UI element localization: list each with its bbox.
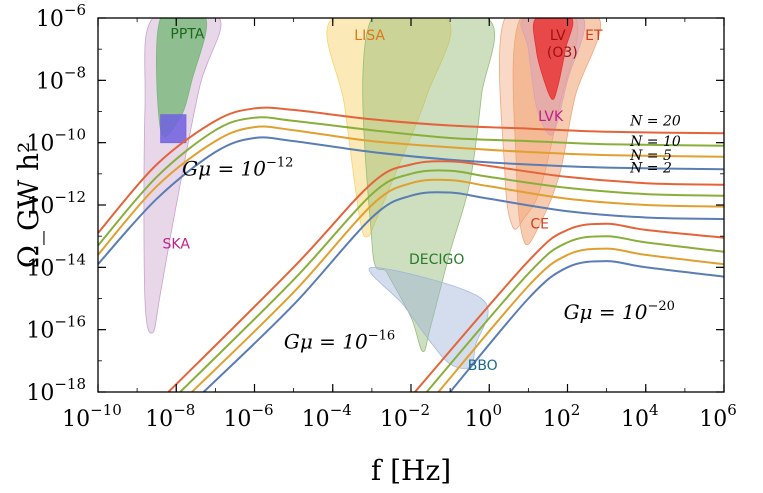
- n-label-n2: N = 2: [629, 160, 672, 176]
- y-axis-label: Ω_GW h²: [12, 142, 45, 269]
- x-tick-label-7: 104: [621, 401, 659, 432]
- y-tick-label-3: 10−12: [26, 188, 86, 219]
- gmu-label-2: Gμ = 10−20: [564, 299, 675, 324]
- gmu-label-0: Gμ = 10−12: [182, 155, 293, 180]
- y-tick-label-0: 10−6: [36, 1, 86, 32]
- region-sublabel-lv-o3: (O3): [547, 45, 578, 61]
- curve-g0-n5: [98, 125, 724, 256]
- region-label-ska: SKA: [163, 237, 191, 253]
- region-label-ppta: PPTA: [170, 26, 204, 42]
- curve-g1-n20: [167, 160, 724, 392]
- region-label-decigo: DECIGO: [409, 252, 464, 268]
- y-tick-label-2: 10−10: [26, 126, 86, 157]
- gmu-label-1: Gμ = 10−16: [284, 328, 395, 353]
- region-ppta: [156, 18, 208, 137]
- region-label-ce: CE: [530, 216, 549, 232]
- y-tick-label-1: 10−8: [36, 63, 86, 94]
- x-tick-label-5: 100: [464, 401, 502, 432]
- n-label-n10: N = 10: [629, 134, 681, 150]
- curve-g1-n5: [191, 178, 724, 392]
- n-label-n20: N = 20: [629, 114, 681, 130]
- x-tick-label-3: 10−4: [302, 401, 352, 432]
- curve-g2-n20: [414, 222, 724, 392]
- curve-g2-n10: [425, 235, 724, 392]
- region-lisa: [326, 18, 452, 238]
- x-axis-label: f [Hz]: [371, 454, 451, 487]
- curve-g0-n10: [98, 116, 724, 247]
- x-axis-ticks: 10−10 10−8 10−6 10−4 10−2 100 102 104 106: [62, 18, 737, 432]
- detector-regions: [143, 18, 601, 369]
- region-lv-o3: [532, 18, 574, 100]
- curve-g1-n2: [202, 191, 724, 392]
- curve-g2-n5: [437, 247, 724, 392]
- region-ska: [143, 18, 222, 334]
- spectrum-curves: [98, 106, 724, 392]
- region-label-lvk: LVK: [538, 109, 564, 125]
- curve-g0-n2: [98, 136, 724, 265]
- region-decigo: [362, 18, 496, 352]
- y-tick-label-4: 10−14: [26, 250, 86, 281]
- x-tick-label-2: 10−6: [223, 401, 273, 432]
- y-tick-label-6: 10−18: [26, 375, 86, 406]
- x-tick-label-8: 106: [699, 401, 737, 432]
- region-pta-box: [160, 114, 187, 144]
- x-tick-label-1: 10−8: [145, 401, 195, 432]
- region-label-et: ET: [585, 28, 603, 44]
- x-tick-label-6: 102: [543, 401, 581, 432]
- curve-g0-n20: [98, 106, 724, 234]
- x-tick-label-0: 10−10: [62, 401, 122, 432]
- y-tick-label-5: 10−16: [26, 313, 86, 344]
- region-label-lv-o3: LV: [550, 28, 566, 44]
- x-tick-label-4: 10−2: [380, 401, 430, 432]
- curve-g2-n2: [449, 260, 724, 392]
- curve-g1-n10: [179, 169, 724, 392]
- region-label-lisa: LISA: [354, 28, 385, 44]
- region-bbo: [368, 266, 489, 369]
- n-label-n5: N = 5: [629, 148, 672, 164]
- annotations: PPTA SKA LISA DECIGO BBO ET CE LVK LV(O3) Gμ = 10…: [163, 26, 681, 374]
- region-label-bbo: BBO: [468, 358, 498, 374]
- y-axis-ticks: 10−6 10−8 10−10 10−12 10−14 10−16 10−18: [26, 1, 724, 406]
